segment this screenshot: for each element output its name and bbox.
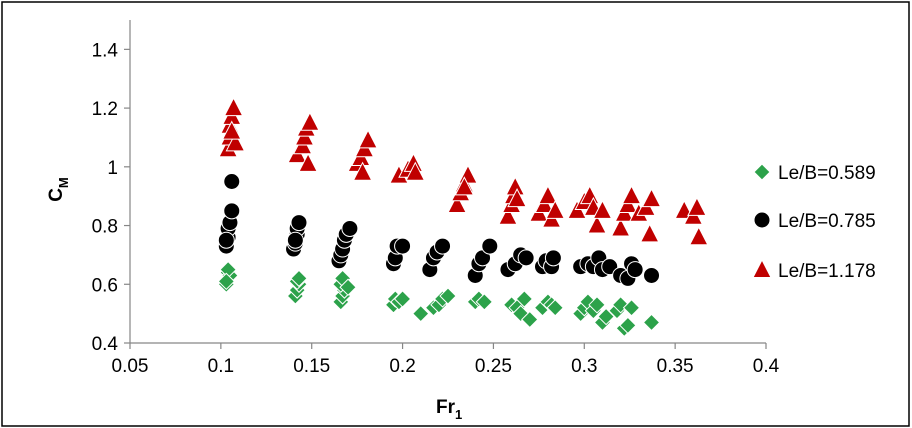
y-tick-label: 1.2 — [92, 99, 118, 120]
series-triangle — [218, 96, 709, 246]
axes — [129, 20, 766, 344]
legend-label: Le/B=0.589 — [778, 163, 876, 184]
data-point-circle — [517, 249, 535, 267]
x-axis-title-sub: 1 — [455, 407, 462, 422]
data-point-triangle — [352, 161, 373, 181]
legend-item: Le/B=0.589 — [753, 163, 876, 184]
x-axis-title-main: Fr — [436, 397, 456, 418]
x-tick-label: 0.35 — [657, 356, 694, 377]
legend-marker-diamond — [753, 163, 771, 181]
data-point-triangle — [639, 223, 660, 243]
x-tick-label: 0.2 — [389, 356, 415, 377]
data-point-circle — [223, 173, 241, 190]
x-tick-label: 0.3 — [571, 356, 597, 377]
data-point-triangle — [358, 129, 378, 149]
data-point-triangle — [298, 152, 318, 172]
y-axis-title: CM — [46, 177, 71, 202]
y-tick-label: 1 — [107, 158, 118, 179]
data-point-triangle — [300, 111, 320, 131]
data-point-triangle — [405, 161, 426, 181]
data-point-circle — [217, 231, 235, 249]
data-point-diamond — [622, 299, 641, 317]
y-axis-title-sub: M — [56, 177, 71, 188]
data-point-diamond — [439, 287, 457, 305]
data-point-diamond — [546, 299, 564, 317]
data-point-diamond — [475, 293, 494, 311]
data-point-triangle — [225, 132, 246, 152]
y-axis-title-main: C — [46, 188, 67, 202]
data-point-triangle — [688, 226, 709, 246]
data-point-circle — [643, 266, 661, 284]
data-point-diamond — [515, 290, 534, 308]
data-points — [217, 96, 709, 338]
data-point-triangle — [221, 120, 242, 140]
data-point-triangle — [454, 176, 475, 196]
data-point-diamond — [290, 269, 308, 288]
data-point-diamond — [521, 310, 539, 329]
data-point-diamond — [412, 304, 430, 323]
y-tick-label: 0.6 — [92, 275, 118, 296]
data-point-circle — [434, 237, 452, 255]
data-point-circle — [286, 231, 304, 249]
x-tick-label: 0.05 — [112, 356, 149, 377]
legend: Le/B=0.589 Le/B=0.785 Le/B=1.178 — [752, 163, 876, 282]
data-point-diamond — [642, 313, 661, 332]
legend-label: Le/B=0.785 — [778, 211, 876, 232]
data-point-triangle — [507, 188, 527, 208]
data-point-diamond — [588, 296, 606, 314]
data-point-triangle — [592, 199, 613, 219]
data-point-diamond — [597, 307, 615, 326]
data-point-circle — [394, 237, 412, 255]
data-point-triangle — [641, 188, 662, 208]
data-point-triangle — [498, 205, 518, 225]
x-tick-label: 0.25 — [475, 356, 512, 377]
data-point-circle — [290, 214, 308, 232]
data-point-triangle — [587, 214, 607, 234]
data-point-circle — [544, 249, 562, 267]
data-point-circle — [341, 219, 359, 237]
x-axis-title: Fr1 — [436, 397, 462, 422]
legend-marker-triangle — [752, 258, 772, 278]
legend-item: Le/B=1.178 — [752, 258, 876, 282]
x-tick-label: 0.4 — [753, 356, 780, 377]
data-point-triangle — [538, 185, 558, 205]
data-point-triangle — [545, 199, 566, 219]
x-axis-ticks: 0.05 0.1 0.15 0.2 0.25 0.3 0.35 0.4 — [112, 343, 780, 377]
y-axis-ticks: 0.4 0.6 0.8 1 1.2 1.4 — [92, 40, 130, 355]
x-tick-label: 0.15 — [293, 356, 330, 377]
x-tick-label: 0.1 — [208, 356, 234, 377]
y-tick-label: 0.4 — [92, 334, 119, 355]
data-point-circle — [481, 237, 499, 255]
y-tick-label: 0.8 — [92, 217, 118, 238]
data-point-diamond — [217, 272, 236, 291]
legend-label: Le/B=1.178 — [778, 261, 876, 282]
data-point-triangle — [447, 193, 467, 213]
data-point-circle — [626, 261, 644, 279]
data-point-circle — [223, 202, 241, 220]
data-point-diamond — [619, 316, 637, 335]
legend-marker-circle — [753, 211, 771, 229]
data-point-diamond — [339, 278, 357, 296]
data-point-triangle — [610, 217, 631, 237]
y-tick-label: 1.4 — [92, 40, 119, 61]
data-point-diamond — [393, 290, 412, 308]
data-point-triangle — [687, 196, 707, 216]
series-diamond — [217, 260, 661, 338]
series-circle — [217, 173, 661, 287]
data-point-triangle — [621, 185, 642, 205]
data-point-triangle — [223, 96, 244, 117]
legend-item: Le/B=0.785 — [753, 211, 876, 232]
